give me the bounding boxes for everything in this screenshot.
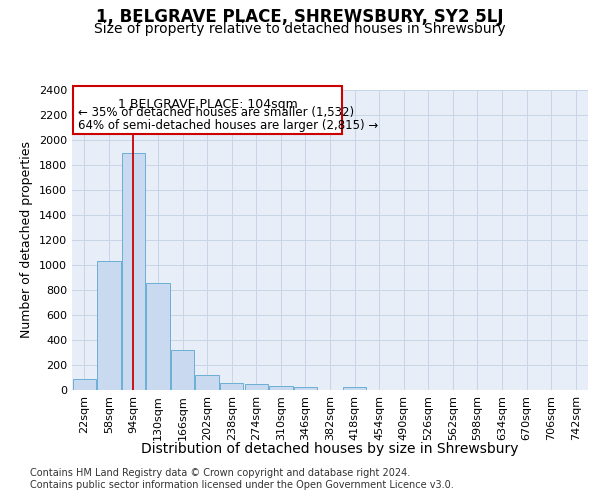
Text: Distribution of detached houses by size in Shrewsbury: Distribution of detached houses by size … bbox=[141, 442, 519, 456]
Text: Contains public sector information licensed under the Open Government Licence v3: Contains public sector information licen… bbox=[30, 480, 454, 490]
Text: 64% of semi-detached houses are larger (2,815) →: 64% of semi-detached houses are larger (… bbox=[79, 119, 379, 132]
Bar bbox=[269, 386, 293, 390]
Bar bbox=[122, 152, 145, 390]
Bar bbox=[220, 383, 244, 390]
Text: 1, BELGRAVE PLACE, SHREWSBURY, SY2 5LJ: 1, BELGRAVE PLACE, SHREWSBURY, SY2 5LJ bbox=[96, 8, 504, 26]
Text: Contains HM Land Registry data © Crown copyright and database right 2024.: Contains HM Land Registry data © Crown c… bbox=[30, 468, 410, 477]
Bar bbox=[245, 384, 268, 390]
Bar bbox=[171, 350, 194, 390]
Bar bbox=[343, 387, 366, 390]
Y-axis label: Number of detached properties: Number of detached properties bbox=[20, 142, 34, 338]
Bar bbox=[97, 261, 121, 390]
Text: 1 BELGRAVE PLACE: 104sqm: 1 BELGRAVE PLACE: 104sqm bbox=[118, 98, 298, 112]
Bar bbox=[294, 387, 317, 390]
Bar bbox=[73, 379, 96, 390]
Text: Size of property relative to detached houses in Shrewsbury: Size of property relative to detached ho… bbox=[94, 22, 506, 36]
Bar bbox=[146, 282, 170, 390]
Text: ← 35% of detached houses are smaller (1,532): ← 35% of detached houses are smaller (1,… bbox=[79, 106, 355, 118]
Bar bbox=[196, 375, 219, 390]
FancyBboxPatch shape bbox=[73, 86, 342, 134]
